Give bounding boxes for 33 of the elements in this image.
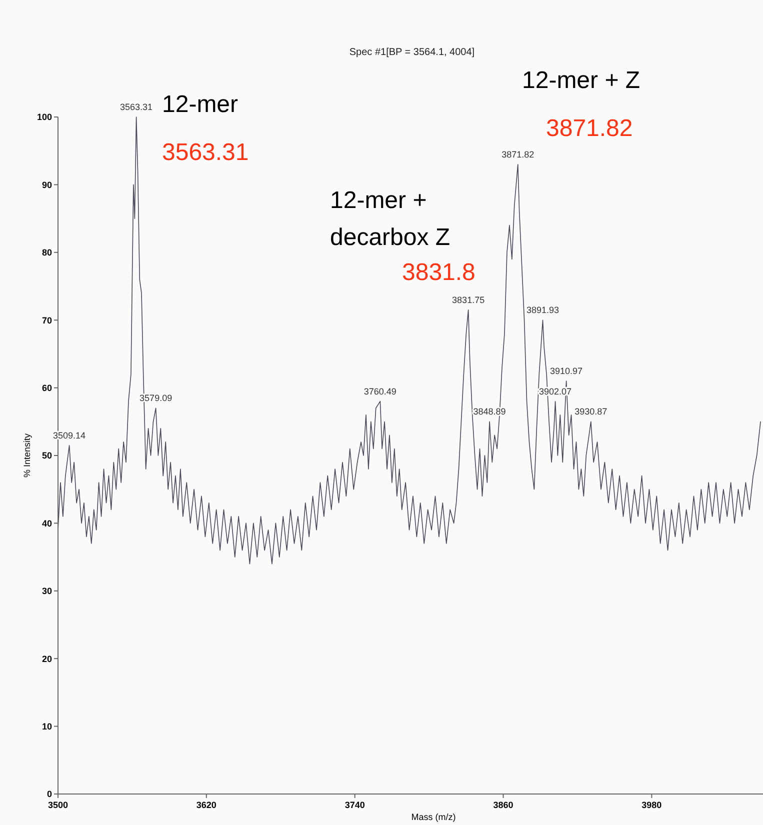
text: 12-mer + Z <box>522 67 640 94</box>
annotation: 3891.93 <box>526 305 560 316</box>
y-axis-title: % Intensity <box>22 432 32 478</box>
y-tick-label: 50 <box>42 450 52 461</box>
annotation: 3563.31 <box>120 102 153 112</box>
y-tick-label: 10 <box>42 721 52 732</box>
y-tick-label: 30 <box>42 586 52 596</box>
annotation: 3871.82 <box>546 115 633 142</box>
annotation: 3930.87 <box>574 406 608 417</box>
y-tick-label: 40 <box>42 518 52 528</box>
annotation: 3831.75 <box>452 294 485 305</box>
y-tick-label: 0 <box>46 789 52 800</box>
annotation: 3831.8 <box>402 259 476 286</box>
y-tick-label: 80 <box>42 248 52 258</box>
annotation: 12-mer + <box>330 187 427 214</box>
y-tick-label: 100 <box>36 112 52 122</box>
x-tick-label: 3740 <box>344 800 365 810</box>
y-tick-label: 60 <box>42 382 52 393</box>
x-tick-label: 3860 <box>493 800 514 810</box>
y-tick-label: 90 <box>42 180 52 190</box>
x-tick-label: 3620 <box>196 800 216 810</box>
x-tick-label: 3500 <box>48 800 68 810</box>
y-tick-label: 70 <box>42 315 52 326</box>
annotation: 3760.49 <box>364 386 396 396</box>
y-tick-label: 20 <box>42 654 52 664</box>
chart-subtitle: Spec #1[BP = 3564.1, 4004] <box>349 47 475 58</box>
annotation: 3871.82 <box>502 149 534 160</box>
annotation: 3910.97 <box>550 366 583 376</box>
annotation: 3563.31 <box>162 139 249 166</box>
x-tick-label: 3980 <box>642 800 662 810</box>
x-axis-title: Mass (m/z) <box>411 812 456 822</box>
annotation: decarbox Z <box>330 224 450 251</box>
annotation: 12-mer <box>162 91 238 118</box>
